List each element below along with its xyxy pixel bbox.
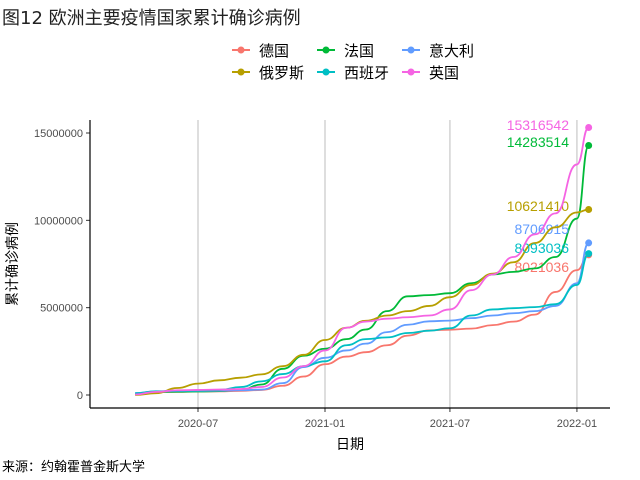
y-tick-label: 5000000 [40, 303, 83, 315]
series-lines: 8021036142835148706915106214108093036153… [135, 117, 593, 396]
series-end-point [585, 123, 593, 131]
series-end-label: 8093036 [514, 240, 569, 256]
x-tick-label: 2022-01 [557, 418, 597, 430]
legend-label: 意大利 [429, 42, 474, 60]
legend-item: 意大利 [402, 42, 474, 60]
legend-label: 德国 [259, 42, 289, 60]
series-end-point [585, 142, 593, 150]
legend-item: 德国 [232, 42, 289, 60]
legend-marker-icon [407, 46, 415, 54]
series-end-label: 15316542 [507, 117, 570, 133]
y-tick-label: 10000000 [34, 215, 83, 227]
series-line-0 [135, 254, 589, 395]
y-tick-label: 0 [77, 390, 83, 402]
y-axis-label: 累计确诊病例 [5, 222, 21, 306]
x-tick-label: 2020-07 [178, 418, 218, 430]
source-note: 来源：约翰霍普金斯大学 [2, 460, 146, 475]
x-axis-label: 日期 [336, 437, 364, 453]
chart-title: 图12 欧洲主要疫情国家累计确诊病例 [2, 8, 301, 29]
legend-label: 英国 [429, 64, 459, 82]
series-end-label: 14283514 [507, 134, 570, 150]
x-tick-label: 2021-01 [305, 418, 345, 430]
axes: 2020-07 2021-01 2021-07 2022-01 0 5000000 1000… [34, 120, 610, 430]
series-end-label: 8021036 [514, 259, 569, 275]
legend-item: 俄罗斯 [232, 64, 304, 82]
legend-item: 西班牙 [317, 64, 389, 82]
x-tick-label: 2021-07 [430, 418, 470, 430]
legend-marker-icon [322, 46, 330, 54]
legend-item: 英国 [402, 64, 459, 82]
series-end-point [585, 250, 593, 258]
y-tick-label: 15000000 [34, 128, 83, 140]
series-end-label: 10621410 [507, 198, 570, 214]
series-end-point [585, 239, 593, 247]
legend-item: 法国 [317, 42, 374, 60]
legend-marker-icon [237, 46, 245, 54]
series-line-3 [135, 208, 589, 396]
legend-label: 西班牙 [344, 64, 389, 82]
legend-label: 俄罗斯 [259, 64, 304, 82]
series-end-point [585, 205, 593, 213]
legend-marker-icon [322, 68, 330, 76]
series-line-5 [135, 126, 590, 396]
gridlines [197, 120, 578, 408]
legend-marker-icon [237, 68, 245, 76]
legend-marker-icon [407, 68, 415, 76]
legend-label: 法国 [344, 42, 374, 60]
